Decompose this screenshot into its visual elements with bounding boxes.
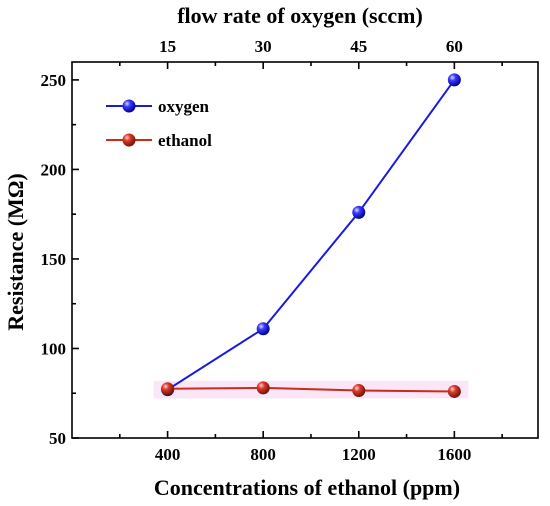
x2-tick-label: 30 xyxy=(255,37,272,56)
x2-tick-label: 15 xyxy=(159,37,176,56)
data-point-ethanol xyxy=(352,384,366,398)
x-tick-label: 1200 xyxy=(342,445,376,464)
y-axis-title: Resistance (MΩ) xyxy=(3,173,28,331)
x2-tick-label: 45 xyxy=(350,37,367,56)
top-axis-title: flow rate of oxygen (sccm) xyxy=(177,3,423,28)
legend: oxygen ethanol xyxy=(106,97,212,150)
bottom-axis-title: Concentrations of ethanol (ppm) xyxy=(154,475,460,500)
y-tick-label: 200 xyxy=(41,160,67,179)
legend-marker-ethanol xyxy=(122,133,136,147)
data-point-ethanol xyxy=(161,382,175,396)
axis-ticks: 50 100 150 200 250 400 15 800 30 1200 45 1600 60 xyxy=(41,37,503,464)
plot-frame xyxy=(71,61,539,439)
data-point-oxygen xyxy=(447,73,461,87)
data-markers xyxy=(161,73,461,398)
y-tick-label: 50 xyxy=(49,429,66,448)
legend-marker-oxygen xyxy=(122,99,136,113)
y-tick-label: 250 xyxy=(41,71,67,90)
x2-tick-label: 60 xyxy=(446,37,463,56)
data-point-ethanol xyxy=(256,381,270,395)
series-line-ethanol xyxy=(167,386,455,393)
x-tick-label: 400 xyxy=(155,445,181,464)
data-point-ethanol xyxy=(447,384,461,398)
legend-label-ethanol: ethanol xyxy=(158,131,212,150)
series-lines xyxy=(153,79,469,399)
data-point-oxygen xyxy=(256,322,270,336)
series-line-oxygen xyxy=(167,79,456,391)
x-tick-label: 800 xyxy=(250,445,276,464)
legend-label-oxygen: oxygen xyxy=(158,97,210,116)
x-tick-label: 1600 xyxy=(437,445,471,464)
y-tick-label: 150 xyxy=(41,250,67,269)
data-point-oxygen xyxy=(352,205,366,219)
y-tick-label: 100 xyxy=(41,339,67,358)
